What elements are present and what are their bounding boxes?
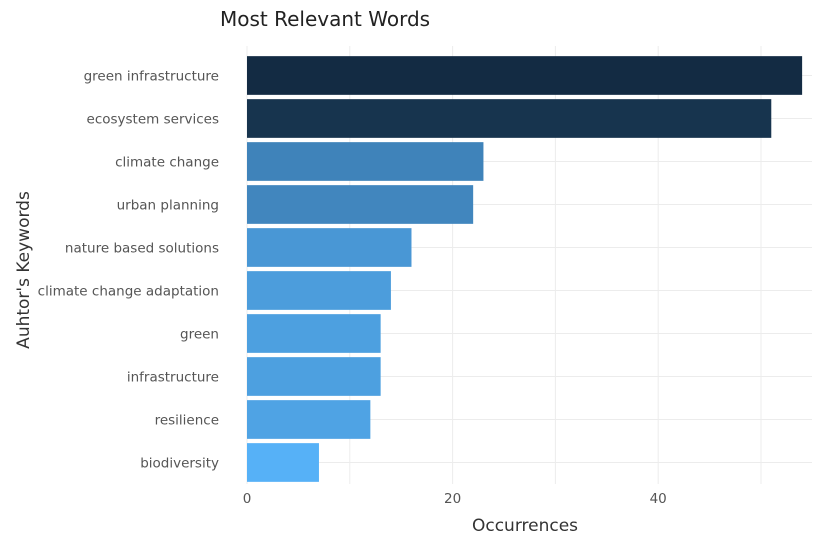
x-tick-label: 40 [650,491,667,507]
x-axis-title: Occurrences [472,516,578,536]
y-tick-labels: green infrastructure ecosystem services cl… [38,69,219,472]
y-tick-label: climate change adaptation [38,284,219,300]
y-tick-label: green infrastructure [84,69,219,85]
y-tick-label: ecosystem services [87,112,219,128]
x-tick-label: 20 [444,491,461,507]
bar [247,142,484,181]
bar [247,271,391,310]
y-tick-label: biodiversity [140,456,219,472]
x-tick-label: 0 [243,491,252,507]
bar [247,56,803,95]
bar [247,228,412,267]
bars [247,56,803,482]
y-tick-label: green [180,327,219,343]
chart-title: Most Relevant Words [220,7,430,31]
y-axis-title: Auhtor's Keywords [14,191,34,349]
y-tick-label: infrastructure [127,370,219,386]
y-tick-label: resilience [155,413,219,429]
bar [247,314,381,353]
y-tick-label: climate change [115,155,219,171]
bar [247,400,371,439]
bar [247,443,319,482]
y-tick-label: urban planning [117,198,219,214]
bar [247,185,474,224]
y-tick-label: nature based solutions [65,241,219,257]
x-tick-labels: 0 20 40 [243,491,667,507]
bar [247,99,772,138]
bar [247,357,381,396]
